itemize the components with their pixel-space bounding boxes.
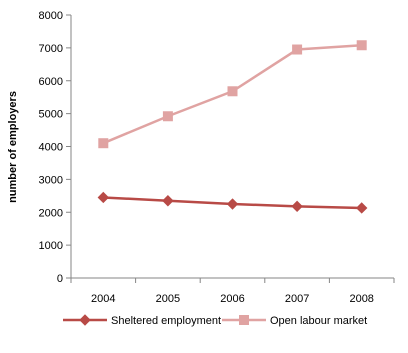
- y-tick-label: 0: [57, 273, 63, 285]
- data-point: [162, 195, 174, 207]
- legend-swatch-marker: [239, 315, 249, 325]
- data-point: [98, 138, 109, 149]
- data-point: [97, 191, 110, 204]
- data-point: [356, 40, 367, 51]
- legend-entry: Open labour market: [222, 315, 367, 327]
- legend-label: Open labour market: [270, 315, 367, 327]
- y-tick-label: 3000: [39, 174, 63, 186]
- x-axis-ticks: 2004 2005 2006 2007 2008: [70, 278, 395, 305]
- y-tick-label: 2000: [39, 207, 63, 219]
- data-point: [227, 86, 238, 97]
- data-point: [355, 202, 368, 214]
- y-tick-label: 7000: [39, 43, 63, 55]
- data-point: [162, 111, 173, 122]
- y-tick-label: 4000: [39, 142, 63, 154]
- y-tick-label: 5000: [39, 109, 63, 121]
- legend-swatch-marker: [79, 314, 91, 326]
- data-point: [291, 200, 303, 213]
- legend-label: Sheltered employment: [111, 315, 221, 327]
- x-tick-label: 2005: [156, 293, 180, 305]
- series-0: [97, 191, 368, 214]
- x-tick-label: 2004: [91, 293, 115, 305]
- data-point: [226, 198, 239, 210]
- series-layer: [97, 40, 368, 214]
- data-point: [292, 44, 303, 55]
- series-1: [98, 40, 367, 149]
- y-tick-label: 1000: [39, 240, 63, 252]
- legend: Sheltered employment Open labour market: [63, 314, 367, 327]
- x-tick-label: 2006: [220, 293, 244, 305]
- x-tick-label: 2007: [285, 293, 309, 305]
- y-tick-label: 8000: [39, 10, 63, 22]
- y-tick-label: 6000: [39, 76, 63, 88]
- y-axis-ticks: 0 1000 2000 3000 4000 5000 6000 7000 8000: [39, 10, 71, 285]
- y-axis-label: number of employers: [7, 91, 19, 203]
- chart-axes: [70, 15, 394, 279]
- x-tick-label: 2008: [349, 293, 373, 305]
- legend-entry: Sheltered employment: [63, 314, 221, 327]
